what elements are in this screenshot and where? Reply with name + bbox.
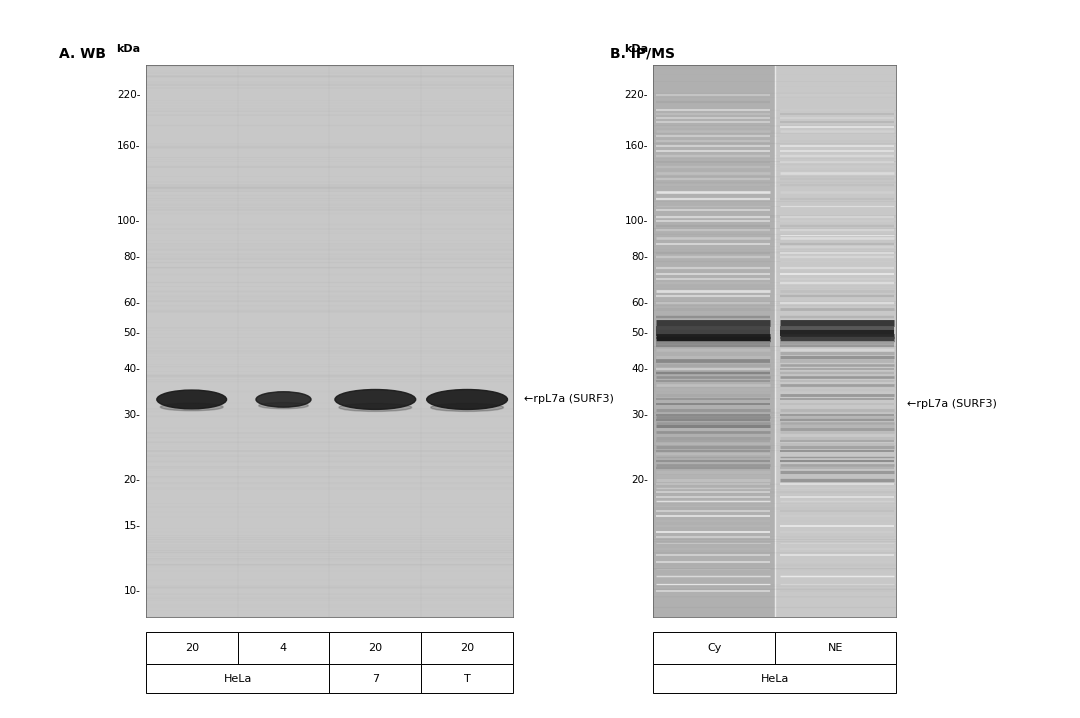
- Text: ←rpL7a (SURF3): ←rpL7a (SURF3): [907, 399, 997, 409]
- Text: 160-: 160-: [117, 141, 140, 151]
- Text: 20: 20: [185, 643, 199, 653]
- Text: 20-: 20-: [123, 475, 140, 485]
- Text: 15-: 15-: [123, 521, 140, 531]
- Text: 80-: 80-: [123, 252, 140, 262]
- Text: 100-: 100-: [624, 216, 648, 226]
- Ellipse shape: [427, 389, 508, 409]
- Text: 7: 7: [372, 673, 379, 684]
- Text: 220-: 220-: [117, 90, 140, 100]
- Text: Cy: Cy: [707, 643, 721, 653]
- Text: 100-: 100-: [117, 216, 140, 226]
- Text: kDa: kDa: [117, 44, 140, 54]
- Text: 50-: 50-: [123, 327, 140, 337]
- Text: 50-: 50-: [631, 327, 648, 337]
- Ellipse shape: [431, 404, 503, 411]
- Ellipse shape: [335, 389, 416, 409]
- Text: B. IP/MS: B. IP/MS: [610, 47, 675, 60]
- Text: 10-: 10-: [123, 587, 140, 597]
- Ellipse shape: [339, 404, 411, 411]
- Text: 30-: 30-: [631, 410, 648, 420]
- Text: 160-: 160-: [624, 141, 648, 151]
- Ellipse shape: [259, 403, 308, 409]
- Ellipse shape: [157, 390, 227, 409]
- Text: HeLa: HeLa: [760, 673, 789, 684]
- Text: 30-: 30-: [123, 410, 140, 420]
- Text: NE: NE: [828, 643, 843, 653]
- Ellipse shape: [160, 404, 224, 411]
- Text: HeLa: HeLa: [224, 673, 252, 684]
- Bar: [653, 65, 775, 617]
- Text: A. WB: A. WB: [59, 47, 107, 60]
- Text: 40-: 40-: [631, 363, 648, 373]
- Text: 20: 20: [460, 643, 474, 653]
- Ellipse shape: [256, 392, 311, 407]
- Bar: [775, 65, 896, 617]
- Text: 80-: 80-: [631, 252, 648, 262]
- Text: 60-: 60-: [123, 299, 140, 308]
- Text: 60-: 60-: [631, 299, 648, 308]
- Text: T: T: [463, 673, 471, 684]
- Text: 40-: 40-: [123, 363, 140, 373]
- Text: ←rpL7a (SURF3): ←rpL7a (SURF3): [524, 394, 613, 404]
- Text: 20-: 20-: [631, 475, 648, 485]
- Text: 20: 20: [368, 643, 382, 653]
- Text: 4: 4: [280, 643, 287, 653]
- Text: 220-: 220-: [624, 90, 648, 100]
- Text: kDa: kDa: [624, 44, 648, 54]
